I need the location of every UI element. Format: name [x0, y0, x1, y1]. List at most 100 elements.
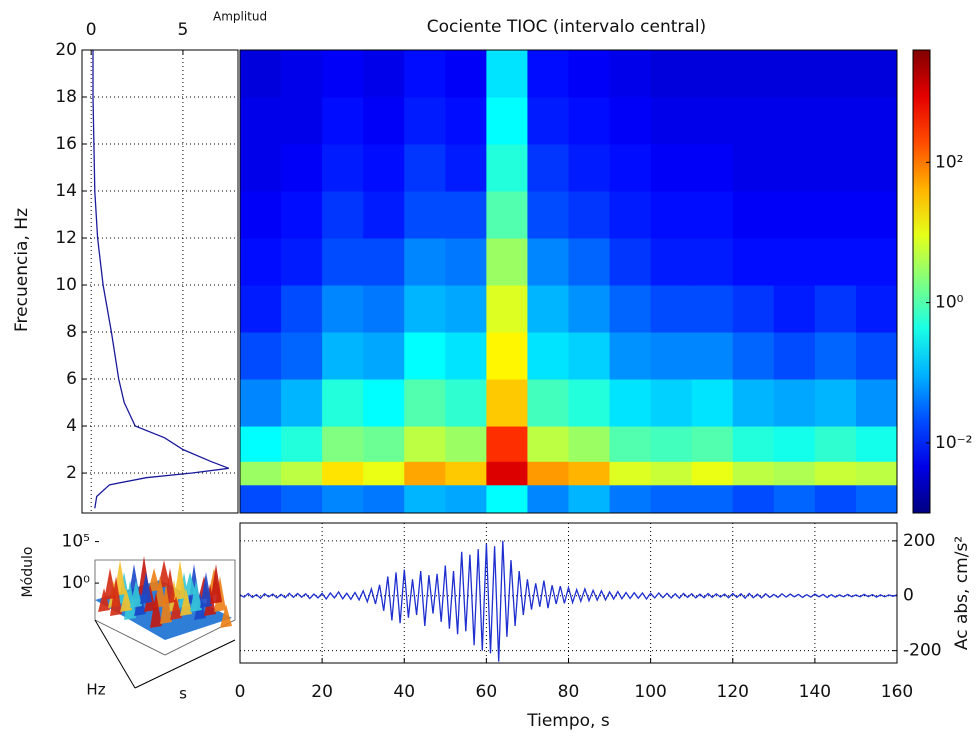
heatmap-cell — [814, 50, 857, 98]
heatmap-cell — [486, 285, 528, 333]
surface-box — [94, 559, 236, 656]
heatmap-cell — [240, 97, 282, 145]
heatmap-cell — [445, 426, 487, 462]
heatmap-cell — [855, 238, 898, 286]
heatmap-cell — [568, 461, 611, 486]
heatmap-cell — [240, 144, 282, 192]
heatmap-cell — [322, 461, 364, 486]
heatmap-cell — [773, 191, 816, 239]
heatmap-cell — [486, 97, 528, 145]
colorbar-tick-label: 10² — [935, 152, 963, 172]
heatmap-cell — [773, 238, 816, 286]
heatmap-cell — [732, 332, 775, 380]
heatmap-cell — [814, 484, 857, 514]
heatmap-cell — [240, 50, 282, 98]
y-tick-label: 12 — [55, 228, 77, 248]
heatmap-cell — [773, 332, 816, 380]
surface-patch — [200, 572, 212, 608]
heatmap-cell — [650, 191, 693, 239]
surface-axis — [94, 619, 136, 689]
y-tick-label: 18 — [55, 87, 77, 107]
heatmap-cell — [322, 50, 364, 98]
heatmap-cell — [609, 332, 652, 380]
heatmap-cell — [773, 50, 816, 98]
heatmap-cell — [650, 97, 693, 145]
heatmap-cell — [609, 285, 652, 333]
heatmap-cell — [404, 144, 446, 192]
spectrum-line — [92, 50, 230, 509]
heatmap-cell — [814, 332, 857, 380]
heatmap-cell — [691, 332, 734, 380]
heatmap-cell — [691, 426, 734, 462]
heatmap-cell — [322, 484, 364, 514]
heatmap-cell — [732, 191, 775, 239]
heatmap-cell — [486, 191, 528, 239]
heatmap-cell — [773, 97, 816, 145]
heatmap-cell — [404, 97, 446, 145]
heatmap-cell — [404, 379, 446, 427]
heatmap-cell — [773, 484, 816, 514]
y-tick-label: 4 — [66, 416, 77, 436]
heatmap-cell — [445, 144, 487, 192]
heatmap-cell — [732, 144, 775, 192]
plot-frame — [239, 49, 898, 514]
heatmap-cell — [486, 238, 528, 286]
y-tick-label: 200 — [903, 531, 935, 551]
heatmap-cell — [855, 285, 898, 333]
surface-patch — [210, 564, 222, 604]
heatmap-cell — [609, 238, 652, 286]
heatmap-cell — [363, 144, 405, 192]
heatmap-cell — [281, 50, 323, 98]
x-axis-title: Amplitud — [213, 10, 267, 24]
heatmap-cell — [568, 332, 611, 380]
heatmap-cell — [281, 285, 323, 333]
heatmap-cell — [363, 285, 405, 333]
heatmap-cell — [773, 285, 816, 333]
x-axis-title: Tiempo, s — [526, 711, 610, 731]
heatmap-cell — [650, 484, 693, 514]
heatmap-cell — [814, 144, 857, 192]
heatmap-cell — [281, 97, 323, 145]
heatmap-cell — [486, 144, 528, 192]
surface-patch — [174, 560, 186, 600]
y-tick-label: 8 — [66, 322, 77, 342]
heatmap-cell — [691, 379, 734, 427]
heatmap-cell — [486, 50, 528, 98]
heatmap-cell — [527, 379, 569, 427]
heatmap-cell — [240, 379, 282, 427]
heatmap-cell — [773, 461, 816, 486]
heatmap-cell — [527, 97, 569, 145]
heatmap-cell — [650, 426, 693, 462]
heatmap-cell — [732, 426, 775, 462]
heatmap-cell — [609, 191, 652, 239]
colorbar-tick-label: 10⁻² — [935, 433, 972, 453]
heatmap-cell — [814, 379, 857, 427]
heatmap-cell — [855, 191, 898, 239]
heatmap-cell — [240, 461, 282, 486]
surface-patch — [130, 580, 142, 608]
y-tick-label: 2 — [66, 463, 77, 483]
surface-patch — [220, 604, 232, 628]
heatmap-cell — [363, 426, 405, 462]
heatmap-cell — [691, 484, 734, 514]
heatmap-cell — [650, 379, 693, 427]
heatmap-cell — [568, 426, 611, 462]
heatmap-cell — [445, 379, 487, 427]
heatmap-cell — [732, 238, 775, 286]
heatmap-cell — [609, 379, 652, 427]
x-axis-title: Hz — [86, 681, 105, 699]
heatmap-cell — [568, 50, 611, 98]
colorbar-tick-label: 10⁰ — [935, 293, 964, 313]
surface-patch — [148, 568, 160, 592]
heatmap-cell — [240, 484, 282, 514]
heatmap-cell — [650, 238, 693, 286]
y-tick-label: 20 — [55, 40, 77, 60]
heatmap-cell — [773, 426, 816, 462]
heatmap-cell — [404, 332, 446, 380]
surface-patch — [120, 588, 132, 612]
heatmap-cell — [404, 484, 446, 514]
x-tick-label: 0 — [86, 20, 97, 40]
heatmap-cell — [691, 97, 734, 145]
y-tick-label: 10 — [55, 275, 77, 295]
